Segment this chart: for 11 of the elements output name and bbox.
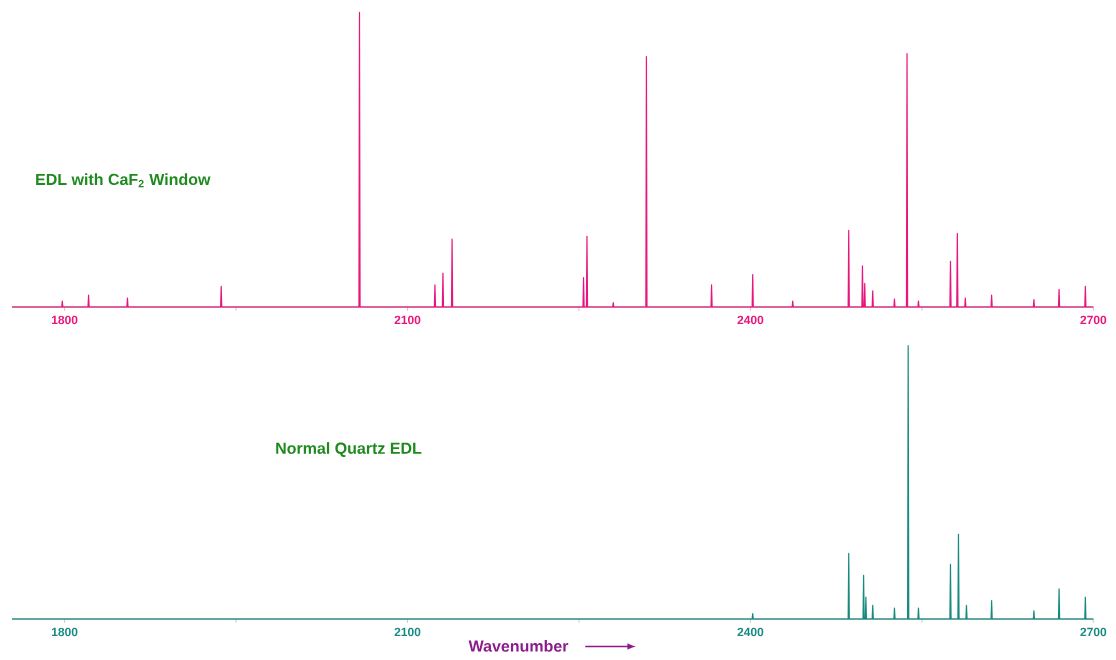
x-tick-label: 1800 xyxy=(51,315,78,325)
x-tick-label: 2400 xyxy=(737,315,764,325)
x-tick-label: 1800 xyxy=(51,627,78,637)
x-tick-label: 2400 xyxy=(737,627,764,637)
x-tick-label: 2700 xyxy=(1080,315,1107,325)
x-tick-label: 2700 xyxy=(1080,627,1107,637)
annotation: EDL with CaF$_{2}$ Window xyxy=(36,173,211,188)
x-axis-title: Wavenumber xyxy=(468,640,569,652)
annotation: Normal Quartz EDL xyxy=(276,442,422,457)
x-tick-label: 2100 xyxy=(394,627,421,637)
x-tick-label: 2100 xyxy=(394,315,421,325)
